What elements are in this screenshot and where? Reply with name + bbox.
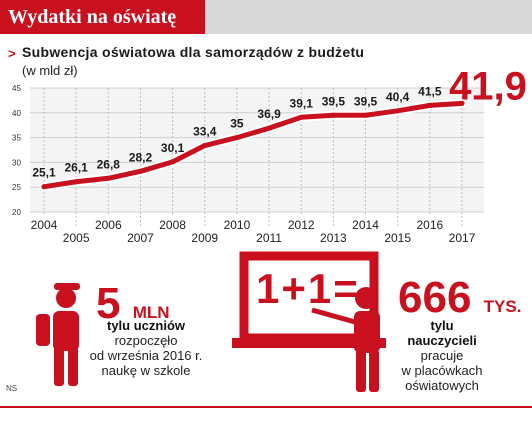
infographic-title: Wydatki na oświatę <box>8 6 177 28</box>
chalkboard-text: 1+1= <box>256 265 360 312</box>
data-point <box>330 112 336 118</box>
series-line <box>41 100 465 190</box>
x-tick-label: 2010 <box>224 218 251 232</box>
data-point <box>234 135 240 141</box>
data-label: 41,5 <box>418 84 442 98</box>
teachers-caption: tylu nauczycieli pracuje w placówkach oś… <box>392 318 492 393</box>
title-banner <box>0 0 205 34</box>
teachers-number: 666 TYS. <box>398 276 521 329</box>
x-tick-label: 2004 <box>31 218 58 232</box>
teachers-bold-2: nauczycieli <box>407 333 477 348</box>
data-label: 40,4 <box>386 90 410 104</box>
data-point <box>137 168 143 174</box>
students-line-3: naukę w szkole <box>101 363 191 378</box>
students-line-2: od września 2016 r. <box>89 348 203 363</box>
data-point <box>395 108 401 114</box>
data-point <box>41 184 47 190</box>
teachers-unit: TYS. <box>483 297 522 316</box>
data-label: 26,8 <box>97 157 121 171</box>
data-label: 36,9 <box>257 107 281 121</box>
footer-divider <box>0 406 532 408</box>
data-point <box>73 179 79 185</box>
x-tick-label: 2015 <box>384 231 411 245</box>
students-caption: tylu uczniów rozpoczęło od września 2016… <box>86 318 206 378</box>
subtitle-marker-icon: > <box>8 46 16 61</box>
data-label: 25,1 <box>32 166 56 180</box>
x-tick-label: 2013 <box>320 231 347 245</box>
students-line-1: rozpoczęło <box>114 333 178 348</box>
teacher-icon <box>311 287 380 392</box>
data-point <box>266 125 272 131</box>
x-tick-label: 2014 <box>352 218 379 232</box>
x-tick-label: 2008 <box>159 218 186 232</box>
source-note: NS <box>6 384 18 393</box>
data-label-highlight: 41,9 <box>449 64 527 108</box>
data-label: 26,1 <box>64 161 88 175</box>
teachers-bold-1: tylu <box>430 318 454 333</box>
data-label: 35 <box>230 117 244 131</box>
teachers-line-2: w placówkach <box>401 363 483 378</box>
data-point <box>298 114 304 120</box>
y-tick-label: 20 <box>12 208 21 217</box>
x-tick-label: 2011 <box>256 231 282 245</box>
y-tick-label: 40 <box>12 109 21 118</box>
x-tick-label: 2009 <box>191 231 218 245</box>
x-tick-label: 2006 <box>95 218 122 232</box>
chart-unit: (w mld zł) <box>22 63 78 78</box>
data-point <box>427 102 433 108</box>
x-tick-label: 2012 <box>288 218 315 232</box>
data-point <box>363 112 369 118</box>
students-number: 5 MLN <box>96 282 170 335</box>
data-label: 39,1 <box>290 96 314 110</box>
data-point <box>202 143 208 149</box>
x-tick-label: 2016 <box>416 218 443 232</box>
x-tick-label: 2017 <box>449 231 476 245</box>
data-label: 39,5 <box>322 94 346 108</box>
data-point <box>170 159 176 165</box>
student-icon <box>36 283 80 386</box>
y-tick-label: 45 <box>12 84 21 93</box>
data-point <box>105 175 111 181</box>
data-label: 28,2 <box>129 150 153 164</box>
y-tick-label: 35 <box>12 134 21 143</box>
students-big: 5 <box>96 279 121 328</box>
teachers-line-3: oświatowych <box>405 378 479 393</box>
x-tick-label: 2005 <box>63 231 90 245</box>
data-label: 39,5 <box>354 94 378 108</box>
x-tick-label: 2007 <box>127 231 154 245</box>
chart-title: Subwencja oświatowa dla samorządów z bud… <box>22 44 365 60</box>
y-tick-label: 30 <box>12 158 21 167</box>
data-label: 30,1 <box>161 141 185 155</box>
data-point <box>459 100 465 106</box>
students-bold: tylu uczniów <box>107 318 185 333</box>
students-unit: MLN <box>132 303 170 322</box>
teachers-big: 666 <box>398 273 472 322</box>
teachers-line-1: pracuje <box>420 348 464 363</box>
data-label: 33,4 <box>193 125 217 139</box>
y-tick-label: 25 <box>12 183 21 192</box>
